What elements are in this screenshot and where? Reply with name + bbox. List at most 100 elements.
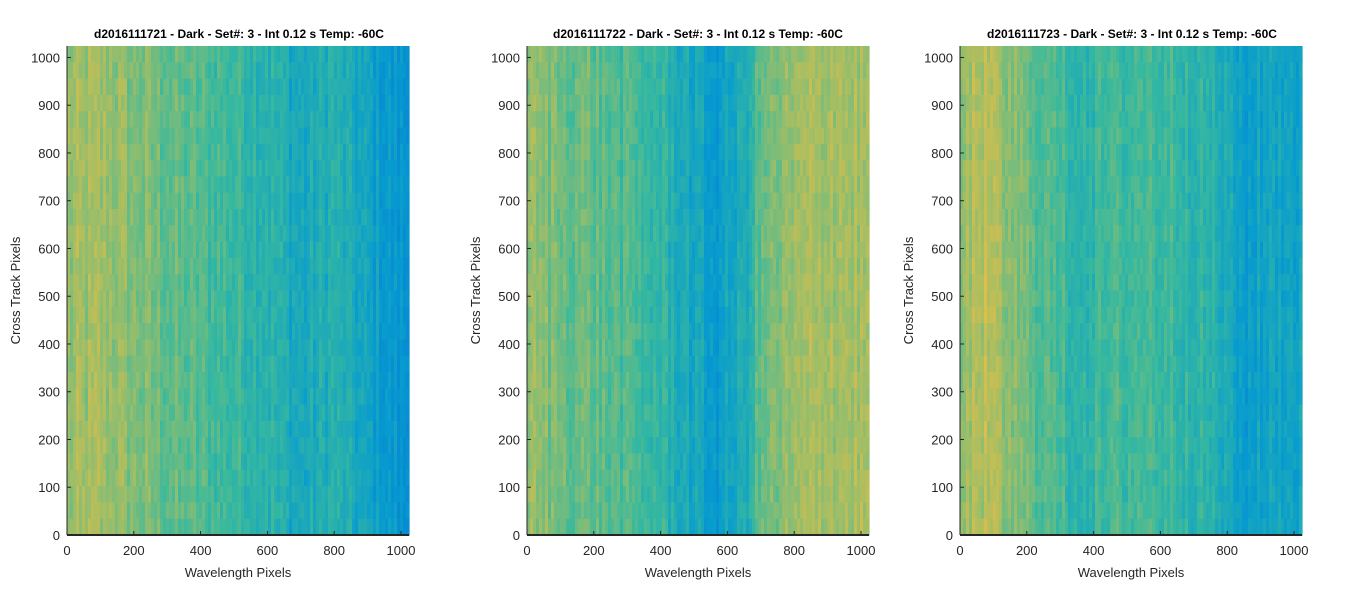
heatmap-cell <box>208 46 212 63</box>
heatmap-cell <box>256 372 260 389</box>
heatmap-cell <box>85 502 89 520</box>
heatmap-cell <box>301 143 305 161</box>
heatmap-cell <box>199 209 203 226</box>
heatmap-cell <box>536 257 540 275</box>
heatmap-cell <box>316 143 320 161</box>
heatmap-cell <box>536 192 540 210</box>
heatmap-cell <box>337 62 341 80</box>
heatmap-cell <box>355 143 359 161</box>
heatmap-cell <box>641 46 645 63</box>
heatmap-cell <box>232 290 236 308</box>
heatmap-cell <box>307 143 311 161</box>
heatmap-cell <box>106 192 110 210</box>
heatmap-cell <box>403 225 407 243</box>
heatmap-cell <box>196 209 200 226</box>
heatmap-cell <box>157 453 161 471</box>
heatmap-cell <box>665 355 669 373</box>
heatmap-cell <box>310 339 314 357</box>
heatmap-cell <box>530 176 534 194</box>
heatmap-cell <box>379 94 383 112</box>
heatmap-cell <box>310 274 314 292</box>
heatmap-cell <box>638 388 642 406</box>
heatmap-cell <box>569 78 573 96</box>
heatmap-cell <box>340 518 344 536</box>
heatmap-cell <box>94 420 98 438</box>
heatmap-cell <box>76 437 80 455</box>
heatmap-cell <box>235 274 239 292</box>
heatmap-cell <box>382 486 386 503</box>
heatmap-cell <box>641 143 645 161</box>
heatmap-cell <box>379 241 383 259</box>
heatmap-cell <box>361 192 365 210</box>
heatmap-cell <box>343 78 347 96</box>
heatmap-cell <box>403 127 407 145</box>
heatmap-cell <box>349 46 353 63</box>
heatmap-cell <box>133 486 137 503</box>
heatmap-cell <box>605 78 609 96</box>
heatmap-cell <box>229 111 233 129</box>
heatmap-cell <box>304 46 308 63</box>
heatmap-cell <box>271 176 275 194</box>
heatmap-cell <box>184 241 188 259</box>
heatmap-cell <box>214 469 218 487</box>
heatmap-cell <box>250 502 254 520</box>
heatmap-cell <box>73 160 77 177</box>
heatmap-cell <box>367 209 371 226</box>
heatmap-cell <box>154 502 158 520</box>
heatmap-cell <box>94 306 98 324</box>
heatmap-cell <box>163 420 167 438</box>
heatmap-cell <box>581 192 585 210</box>
heatmap-cell <box>97 111 101 129</box>
heatmap-cell <box>650 160 654 177</box>
heatmap-cell <box>638 78 642 96</box>
heatmap-cell <box>235 437 239 455</box>
heatmap-cell <box>124 518 128 536</box>
heatmap-cell <box>391 143 395 161</box>
heatmap-cell <box>575 518 579 536</box>
heatmap-cell <box>97 486 101 503</box>
heatmap-cell <box>250 469 254 487</box>
heatmap-cell <box>73 306 77 324</box>
heatmap-cell <box>364 160 368 177</box>
heatmap-cell <box>277 143 281 161</box>
heatmap-cell <box>662 518 666 536</box>
heatmap-cell <box>533 62 537 80</box>
heatmap-cell <box>118 192 122 210</box>
heatmap-cell <box>121 420 125 438</box>
heatmap-cell <box>632 388 636 406</box>
heatmap-cell <box>226 372 230 389</box>
heatmap-cell <box>659 62 663 80</box>
heatmap-cell <box>130 62 134 80</box>
heatmap-cell <box>217 160 221 177</box>
heatmap-cell <box>605 339 609 357</box>
heatmap-cell <box>388 437 392 455</box>
heatmap-cell <box>181 127 185 145</box>
heatmap-cell <box>88 274 92 292</box>
heatmap-cell <box>286 46 290 63</box>
heatmap-cell <box>379 437 383 455</box>
heatmap-cell <box>605 404 609 422</box>
heatmap-cell <box>187 486 191 503</box>
heatmap-cell <box>187 46 191 63</box>
heatmap-cell <box>638 143 642 161</box>
heatmap-cell <box>605 143 609 161</box>
heatmap-cell <box>247 355 251 373</box>
heatmap-cell <box>274 306 278 324</box>
heatmap-cell <box>644 209 648 226</box>
heatmap-cell <box>103 469 107 487</box>
heatmap-cell <box>656 94 660 112</box>
heatmap-cell <box>572 241 576 259</box>
heatmap-cell <box>172 453 176 471</box>
heatmap-cell <box>548 339 552 357</box>
heatmap-cell <box>178 176 182 194</box>
heatmap-cell <box>635 94 639 112</box>
heatmap-cell <box>653 469 657 487</box>
heatmap-cell <box>91 518 95 536</box>
heatmap-cell <box>73 518 77 536</box>
heatmap-cell <box>575 420 579 438</box>
heatmap-cell <box>668 388 672 406</box>
heatmap-cell <box>172 323 176 340</box>
heatmap-cell <box>301 274 305 292</box>
heatmap-cell <box>322 209 326 226</box>
heatmap-cell <box>620 420 624 438</box>
